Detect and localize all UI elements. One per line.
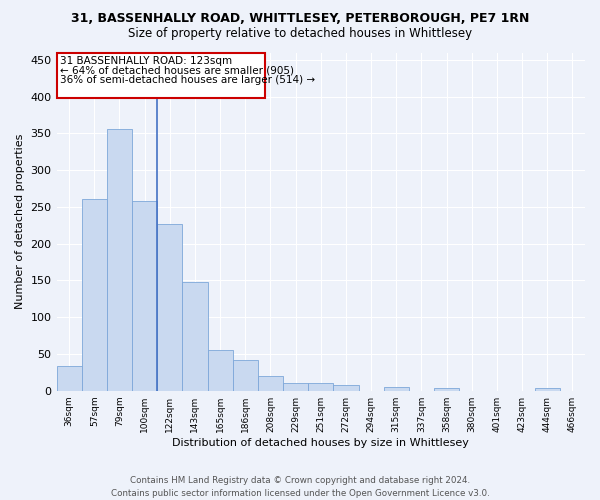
Text: 36% of semi-detached houses are larger (514) →: 36% of semi-detached houses are larger (… [61,74,316,85]
Bar [283,382,308,390]
Bar [334,385,359,390]
Bar [56,366,82,390]
Text: Size of property relative to detached houses in Whittlesey: Size of property relative to detached ho… [128,28,472,40]
Bar [233,360,258,390]
Y-axis label: Number of detached properties: Number of detached properties [15,134,25,310]
Text: ← 64% of detached houses are smaller (905): ← 64% of detached houses are smaller (90… [61,65,295,75]
Text: 31 BASSENHALLY ROAD: 123sqm: 31 BASSENHALLY ROAD: 123sqm [61,56,232,66]
Text: Contains HM Land Registry data © Crown copyright and database right 2024.
Contai: Contains HM Land Registry data © Crown c… [110,476,490,498]
Bar [383,387,409,390]
Bar [157,224,182,390]
Bar [132,201,157,390]
Bar [308,382,334,390]
Bar [82,199,107,390]
Bar [208,350,233,391]
Bar [434,388,459,390]
Bar [182,282,208,391]
FancyBboxPatch shape [56,52,265,98]
Text: 31, BASSENHALLY ROAD, WHITTLESEY, PETERBOROUGH, PE7 1RN: 31, BASSENHALLY ROAD, WHITTLESEY, PETERB… [71,12,529,26]
Bar [107,129,132,390]
X-axis label: Distribution of detached houses by size in Whittlesey: Distribution of detached houses by size … [172,438,469,448]
Bar [258,376,283,390]
Bar [535,388,560,390]
